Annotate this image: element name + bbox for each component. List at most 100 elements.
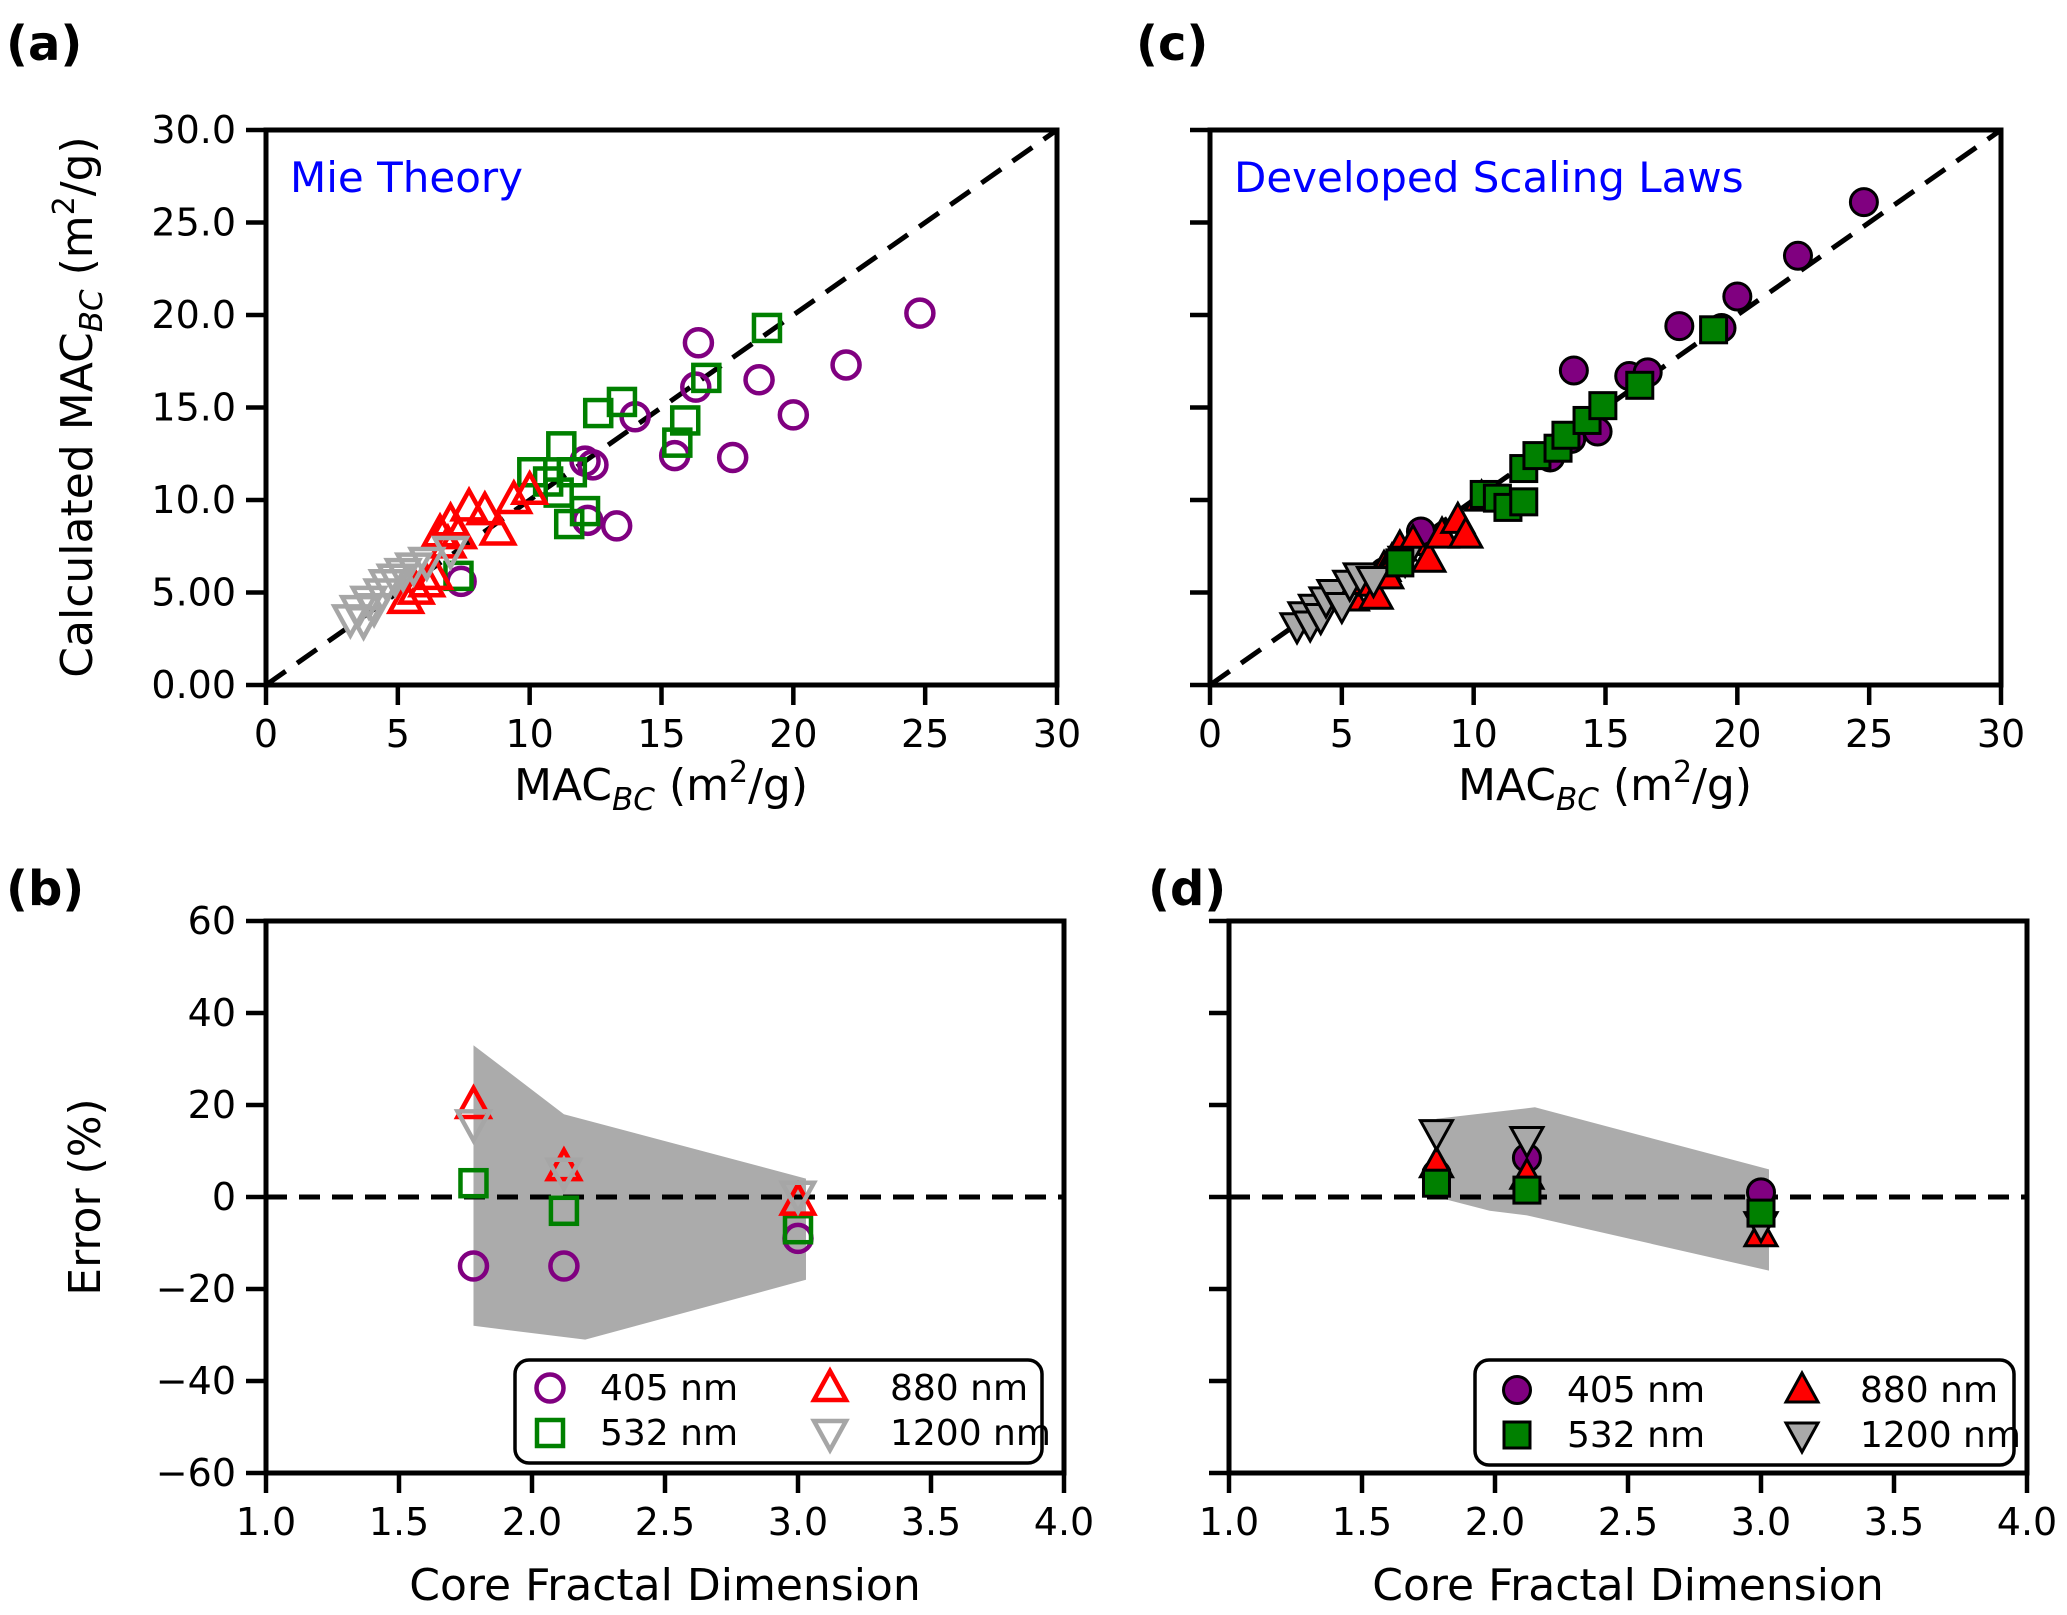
data-point-532-nm [1699, 315, 1729, 345]
y-tick-label: 40 [188, 991, 236, 1035]
y-axis-label: Error (%) [60, 1098, 111, 1295]
data-point-880-nm [465, 489, 505, 526]
legend-label: 405 nm [600, 1368, 738, 1409]
panel-letter-c: (c) [1136, 16, 1208, 72]
legend-label: 532 nm [600, 1413, 738, 1454]
y-tick-label: 0 [212, 1175, 236, 1219]
data-point-532-nm [1746, 1198, 1776, 1228]
x-tick-label: 30 [1977, 712, 2025, 756]
data-point-532-nm [556, 457, 588, 488]
legend-label: 532 nm [1567, 1415, 1705, 1456]
x-tick-label: 0 [1198, 712, 1222, 756]
data-point-532-nm [1512, 1175, 1542, 1205]
panel-letter-b: (b) [6, 861, 84, 917]
uncertainty-band [1436, 1107, 1769, 1271]
data-point-1200-nm [1417, 1119, 1456, 1153]
y-tick-label: −20 [156, 1267, 236, 1311]
data-point-405-nm [1722, 281, 1753, 312]
x-tick-label: 5 [386, 712, 410, 756]
data-point-405-nm [830, 349, 862, 381]
x-tick-label: 4.0 [1034, 1500, 1094, 1544]
x-tick-label: 3.5 [901, 1500, 961, 1544]
x-tick-label: 20 [1713, 712, 1761, 756]
legend-label: 880 nm [890, 1368, 1028, 1409]
data-point-880-nm [509, 469, 550, 505]
data-point-1200-nm [1508, 1126, 1546, 1160]
y-tick-label: 20.0 [151, 293, 236, 337]
x-tick-label: 15 [1581, 712, 1629, 756]
annotation-scaling-laws: Developed Scaling Laws [1234, 153, 1744, 202]
data-point-1200-nm [367, 569, 408, 605]
legend-label: 405 nm [1567, 1370, 1705, 1411]
x-tick-label: 15 [637, 712, 685, 756]
legend-box [1473, 1358, 2016, 1467]
data-point-405-nm [777, 399, 810, 431]
data-point-532-nm [606, 386, 638, 418]
y-tick-label: 20 [188, 1083, 236, 1127]
x-tick-label: 3.0 [768, 1500, 828, 1544]
y-tick-label: 60 [188, 899, 236, 943]
x-tick-label: 2.5 [1598, 1500, 1658, 1544]
data-point-405-nm [716, 441, 749, 474]
panel-c-scaling-laws: 0 5 10 15 20 25 30 MACBC (m2/g) [1190, 127, 2025, 818]
data-point-405-nm [1558, 355, 1589, 386]
x-axis-label: MACBC (m2/g) [1458, 755, 1752, 818]
x-tick-label: 10 [1449, 712, 1497, 756]
data-point-1200-nm [407, 546, 447, 583]
panel-a-mie-theory: 0 5 10 15 20 25 30 0.00 5.00 10.0 15.0 20.0 25.0 30.0… [47, 108, 1081, 818]
data-point-405-nm [682, 327, 715, 359]
y-tick-label: 5.00 [151, 571, 236, 615]
x-tick-label: 20 [769, 712, 817, 756]
x-axis-label: Core Fractal Dimension [1372, 1560, 1883, 1611]
panel-d-scaling-error: 1.0 1.5 2.0 2.5 3.0 3.5 4.0 Core Fractal Dimens… [1199, 918, 2057, 1611]
x-tick-label: 3.0 [1731, 1500, 1791, 1544]
x-tick-label: 0 [254, 712, 278, 756]
data-point-405-nm [457, 1250, 490, 1282]
x-axis-label: Core Fractal Dimension [409, 1560, 920, 1611]
data-point-1200-nm [375, 563, 416, 600]
y-tick-label: 15.0 [151, 386, 236, 430]
data-point-532-nm [1509, 487, 1539, 517]
data-point-1200-nm [1354, 566, 1393, 600]
data-point-405-nm [1664, 311, 1695, 342]
legend-marker-880-nm [1783, 1369, 1821, 1404]
data-point-532-nm [1625, 370, 1655, 400]
data-point-532-nm [751, 312, 783, 344]
data-point-880-nm [544, 1145, 584, 1182]
x-tick-label: 30 [1033, 712, 1081, 756]
data-point-532-nm [1421, 1168, 1451, 1198]
x-tick-label: 2.0 [1465, 1500, 1525, 1544]
data-point-532-nm [691, 362, 722, 394]
data-point-1200-nm [430, 535, 471, 572]
x-tick-label: 1.0 [1199, 1500, 1259, 1544]
data-point-405-nm [600, 510, 633, 542]
x-tick-label: 1.0 [236, 1500, 296, 1544]
data-point-880-nm [453, 1083, 494, 1120]
data-point-880-nm [407, 561, 447, 598]
x-tick-label: 1.5 [369, 1500, 429, 1544]
x-tick-label: 5 [1330, 712, 1354, 756]
data-point-532-nm [1588, 391, 1618, 421]
data-point-1200-nm [778, 1180, 818, 1217]
data-point-1200-nm [453, 1109, 494, 1146]
data-point-880-nm [1447, 515, 1485, 549]
data-point-405-nm [680, 371, 712, 403]
data-point-880-nm [478, 509, 518, 546]
x-tick-label: 3.5 [1864, 1500, 1924, 1544]
legend-marker-532-nm [534, 1417, 566, 1449]
x-tick-label: 1.5 [1332, 1500, 1392, 1544]
x-tick-label: 2.5 [635, 1500, 695, 1544]
x-tick-label: 25 [901, 712, 949, 756]
x-tick-label: 10 [505, 712, 553, 756]
data-point-405-nm [1782, 240, 1813, 271]
legend-marker-405-nm [1502, 1375, 1532, 1405]
legend-marker-1200-nm [810, 1418, 850, 1455]
x-tick-label: 25 [1845, 712, 1893, 756]
x-tick-label: 2.0 [502, 1500, 562, 1544]
panel-letter-a: (a) [6, 16, 82, 72]
x-axis-label: MACBC (m2/g) [514, 755, 808, 818]
y-tick-label: 30.0 [151, 108, 236, 152]
data-point-532-nm [548, 1195, 580, 1227]
data-point-880-nm [1410, 539, 1448, 573]
legend-marker-405-nm [534, 1372, 566, 1404]
